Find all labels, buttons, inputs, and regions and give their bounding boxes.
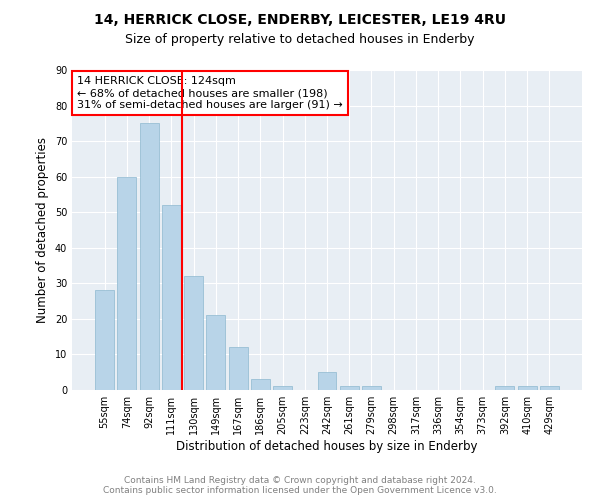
Bar: [317, 372, 337, 390]
Bar: [362, 386, 381, 390]
Y-axis label: Number of detached properties: Number of detached properties: [36, 137, 49, 323]
Bar: [118, 176, 136, 390]
Text: Contains HM Land Registry data © Crown copyright and database right 2024.
Contai: Contains HM Land Registry data © Crown c…: [103, 476, 497, 495]
Bar: [95, 290, 114, 390]
Text: 14, HERRICK CLOSE, ENDERBY, LEICESTER, LE19 4RU: 14, HERRICK CLOSE, ENDERBY, LEICESTER, L…: [94, 12, 506, 26]
X-axis label: Distribution of detached houses by size in Enderby: Distribution of detached houses by size …: [176, 440, 478, 453]
Bar: [251, 380, 270, 390]
Text: 14 HERRICK CLOSE: 124sqm
← 68% of detached houses are smaller (198)
31% of semi-: 14 HERRICK CLOSE: 124sqm ← 68% of detach…: [77, 76, 343, 110]
Bar: [206, 316, 225, 390]
Bar: [340, 386, 359, 390]
Bar: [229, 348, 248, 390]
Bar: [518, 386, 536, 390]
Bar: [273, 386, 292, 390]
Text: Size of property relative to detached houses in Enderby: Size of property relative to detached ho…: [125, 32, 475, 46]
Bar: [496, 386, 514, 390]
Bar: [140, 124, 158, 390]
Bar: [162, 205, 181, 390]
Bar: [184, 276, 203, 390]
Bar: [540, 386, 559, 390]
